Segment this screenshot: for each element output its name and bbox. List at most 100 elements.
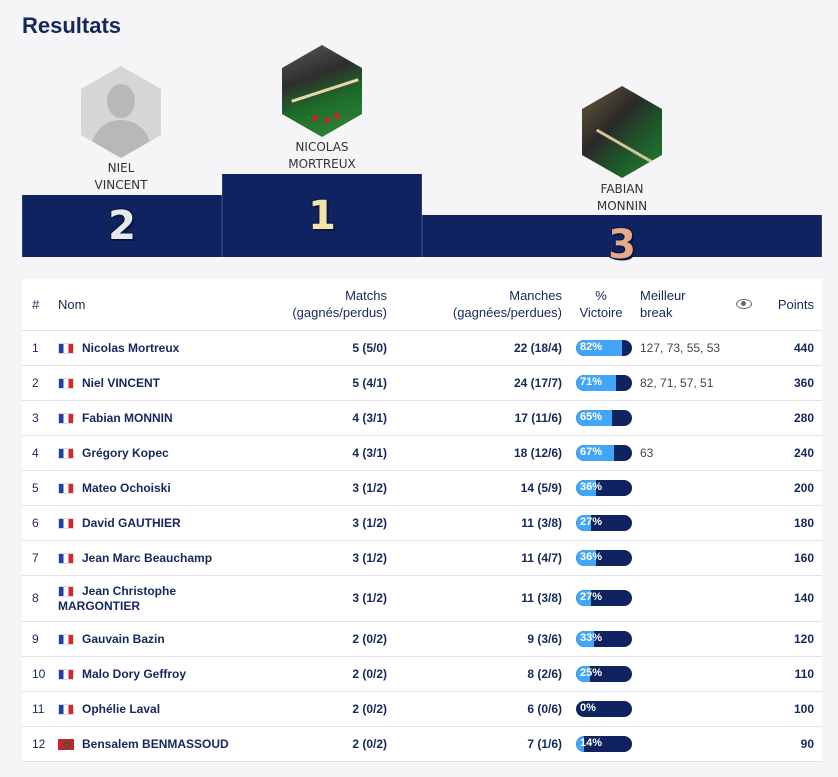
table-row[interactable]: 8 Jean Christophe MARGONTIER 3 (1/2) 11 … [22,575,822,622]
avatar-third-place[interactable] [582,86,662,178]
best-break-cell [634,505,730,541]
rank-cell: 8 [22,575,52,622]
matchs-cell: 5 (4/1) [268,365,387,401]
manches-cell: 11 (3/8) [387,505,562,541]
progress-label: 65% [580,410,603,423]
podium-step-third: 3 [422,215,822,268]
name-cell[interactable]: Jean Christophe MARGONTIER [52,575,268,622]
table-row[interactable]: 10 Malo Dory Geffroy 2 (0/2) 8 (2/6) 25%… [22,656,822,692]
manches-cell: 11 (4/7) [387,540,562,576]
flag-icon [58,482,74,494]
victory-progress-bar: 14% [576,735,632,752]
best-break-cell: 82, 71, 57, 51 [634,365,730,401]
table-row[interactable]: 12 Bensalem BENMASSOUD 2 (0/2) 7 (1/6) 1… [22,726,822,762]
victory-pct-cell: 71% [562,365,634,401]
podium-name-third[interactable]: FABIAN MONNIN [596,182,648,213]
page-title: Resultats [22,13,122,38]
player-name[interactable]: Nicolas Mortreux [82,340,180,355]
table-row[interactable]: 11 Ophélie Laval 2 (0/2) 6 (0/6) 0% 100 [22,691,822,727]
player-name[interactable]: Bensalem BENMASSOUD [82,736,229,751]
rank-cell: 4 [22,435,52,471]
header-victory-pct[interactable]: % Victoire [562,279,634,331]
best-break-cell: 63 [634,435,730,471]
name-cell[interactable]: Ophélie Laval [52,691,268,727]
avatar-first-place[interactable] [282,45,362,137]
eye-cell [730,435,758,471]
header-matchs[interactable]: Matchs (gagnés/perdus) [268,279,387,331]
player-name[interactable]: Niel VINCENT [82,375,161,390]
table-row[interactable]: 2 Niel VINCENT 5 (4/1) 24 (17/7) 71% 82,… [22,365,822,401]
podium-name-second[interactable]: NIEL VINCENT [94,161,148,192]
player-name[interactable]: Ophélie Laval [82,701,161,716]
player-name-line1: Jean Christophe [82,583,177,598]
header-best-break[interactable]: Meilleur break [634,279,730,331]
player-name[interactable]: Jean Marc Beauchamp [82,550,213,565]
podium-step-second: 2 [22,195,222,257]
table-row[interactable]: 6 David GAUTHIER 3 (1/2) 11 (3/8) 27% 18… [22,505,822,541]
table-row[interactable]: 3 Fabian MONNIN 4 (3/1) 17 (11/6) 65% 28… [22,400,822,436]
name-cell[interactable]: Jean Marc Beauchamp [52,540,268,576]
name-cell[interactable]: David GAUTHIER [52,505,268,541]
matchs-cell: 4 (3/1) [268,400,387,436]
player-name[interactable]: Mateo Ochoiski [82,480,171,495]
flag-icon [58,585,74,597]
matchs-cell: 4 (3/1) [268,435,387,471]
table-row[interactable]: 5 Mateo Ochoiski 3 (1/2) 14 (5/9) 36% 20… [22,470,822,506]
name-cell[interactable]: Mateo Ochoiski [52,470,268,506]
player-name[interactable]: Malo Dory Geffroy [82,666,187,681]
progress-fill [576,630,595,647]
victory-pct-cell: 67% [562,435,634,471]
table-row[interactable]: 4 Grégory Kopec 4 (3/1) 18 (12/6) 67% 63… [22,435,822,471]
victory-pct-cell: 14% [562,726,634,762]
points-cell: 280 [758,400,822,436]
flag-icon [58,668,74,680]
header-points[interactable]: Points [758,279,822,331]
progress-label: 67% [580,445,603,458]
manches-cell: 14 (5/9) [387,470,562,506]
name-cell[interactable]: Nicolas Mortreux [52,330,268,366]
progress-fill [576,374,616,391]
victory-progress-bar: 65% [576,409,632,426]
name-cell[interactable]: Gauvain Bazin [52,621,268,657]
rank-number-third: 3 [608,222,636,268]
manches-cell: 7 (1/6) [387,726,562,762]
flag-icon [58,412,74,424]
rank-cell: 7 [22,540,52,576]
name-cell[interactable]: Grégory Kopec [52,435,268,471]
name-cell[interactable]: Malo Dory Geffroy [52,656,268,692]
player-name[interactable]: Grégory Kopec [82,445,169,460]
header-name[interactable]: Nom [52,279,268,331]
eye-cell [730,656,758,692]
rank-cell: 11 [22,691,52,727]
table-row[interactable]: 1 Nicolas Mortreux 5 (5/0) 22 (18/4) 82%… [22,330,822,366]
visibility-toggle[interactable] [730,279,758,331]
player-name[interactable]: David GAUTHIER [82,515,181,530]
header-manches[interactable]: Manches (gagnées/perdues) [387,279,562,331]
points-cell: 240 [758,435,822,471]
rank-cell: 9 [22,621,52,657]
victory-pct-cell: 0% [562,691,634,727]
progress-fill [576,735,584,752]
manches-cell: 18 (12/6) [387,435,562,471]
name-cell[interactable]: Bensalem BENMASSOUD [52,726,268,762]
best-break-cell [634,726,730,762]
points-cell: 200 [758,470,822,506]
player-name[interactable]: Gauvain Bazin [82,631,165,646]
eye-cell [730,470,758,506]
name-cell[interactable]: Fabian MONNIN [52,400,268,436]
podium-name-first[interactable]: NICOLAS MORTREUX [288,140,356,171]
best-break-cell [634,575,730,622]
progress-fill [576,549,597,566]
progress-label: 33% [580,631,603,644]
avatar-second-place[interactable] [81,66,161,158]
victory-progress-bar: 0% [576,700,632,717]
table-row[interactable]: 9 Gauvain Bazin 2 (0/2) 9 (3/6) 33% 120 [22,621,822,657]
victory-pct-cell: 33% [562,621,634,657]
player-name[interactable]: Fabian MONNIN [82,410,173,425]
name-cell[interactable]: Niel VINCENT [52,365,268,401]
matchs-cell: 2 (0/2) [268,691,387,727]
rank-number-second: 2 [108,203,136,249]
best-break-cell: 127, 73, 55, 53 [634,330,730,366]
table-row[interactable]: 7 Jean Marc Beauchamp 3 (1/2) 11 (4/7) 3… [22,540,822,576]
manches-cell: 17 (11/6) [387,400,562,436]
